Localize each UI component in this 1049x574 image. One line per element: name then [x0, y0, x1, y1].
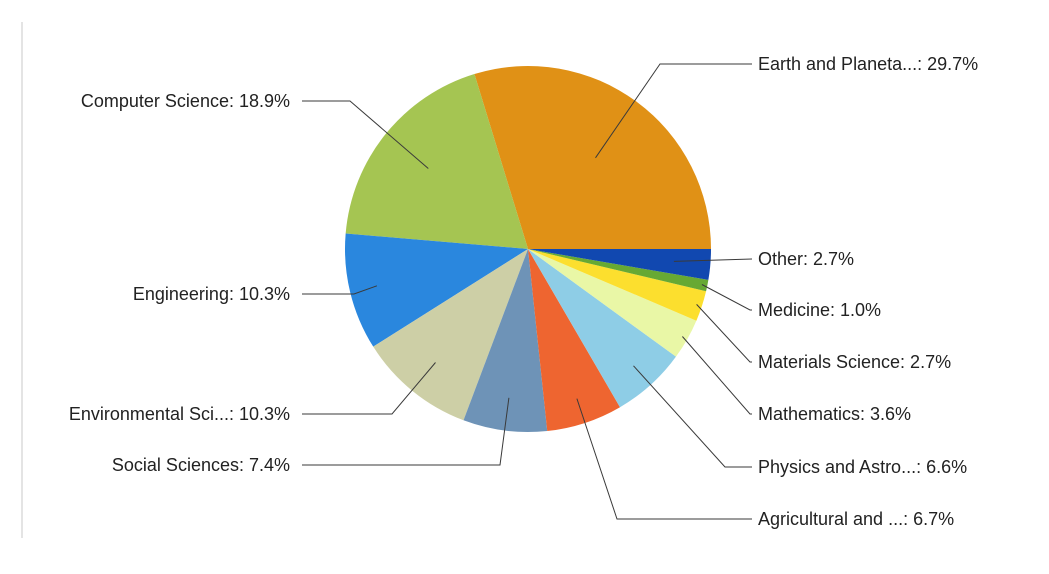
- slice-label-environmental-sci: Environmental Sci...: 10.3%: [69, 404, 290, 424]
- pie-slice-earth-and-planeta: [474, 65, 711, 249]
- leader-line-materials-science: [696, 304, 752, 363]
- pie-slice-mathematics: [528, 249, 697, 357]
- leader-line-physics-and-astro: [633, 365, 752, 468]
- slice-label-other: Other: 2.7%: [758, 249, 854, 269]
- pie-slice-materials-science: [528, 249, 707, 321]
- leader-line-environmental-sci: [302, 362, 436, 415]
- slice-label-earth-and-planeta: Earth and Planeta...: 29.7%: [758, 54, 978, 74]
- pie-slice-agricultural-and: [528, 249, 620, 431]
- slice-label-engineering: Engineering: 10.3%: [133, 284, 290, 304]
- leader-line-other: [673, 258, 753, 262]
- pie-slices: [345, 65, 711, 433]
- leader-line-engineering: [302, 285, 378, 295]
- slice-label-physics-and-astro: Physics and Astro...: 6.6%: [758, 457, 967, 477]
- leader-line-medicine: [701, 284, 752, 311]
- slice-label-medicine: Medicine: 1.0%: [758, 300, 881, 320]
- slice-label-mathematics: Mathematics: 3.6%: [758, 404, 911, 424]
- pie-slice-medicine: [528, 249, 709, 292]
- leader-line-computer-science: [302, 100, 429, 169]
- pie-slice-physics-and-astro: [528, 249, 676, 408]
- leader-lines: [302, 63, 753, 520]
- slice-labels: Earth and Planeta...: 29.7% Computer Scie…: [69, 54, 978, 529]
- slice-label-materials-science: Materials Science: 2.7%: [758, 352, 951, 372]
- slice-label-agricultural-and: Agricultural and ...: 6.7%: [758, 509, 954, 529]
- pie-slice-engineering: [345, 233, 528, 347]
- leader-line-earth-and-planeta: [595, 63, 752, 159]
- leader-line-mathematics: [682, 336, 752, 415]
- pie-slice-environmental-sci: [373, 249, 528, 421]
- slice-label-computer-science: Computer Science: 18.9%: [81, 91, 290, 111]
- leader-line-social-sciences: [302, 397, 510, 466]
- pie-slice-other: [528, 249, 711, 280]
- slice-label-social-sciences: Social Sciences: 7.4%: [112, 455, 290, 475]
- pie-slice-social-sciences: [463, 249, 548, 433]
- pie-slice-computer-science: [345, 74, 528, 250]
- leader-line-agricultural-and: [576, 398, 752, 520]
